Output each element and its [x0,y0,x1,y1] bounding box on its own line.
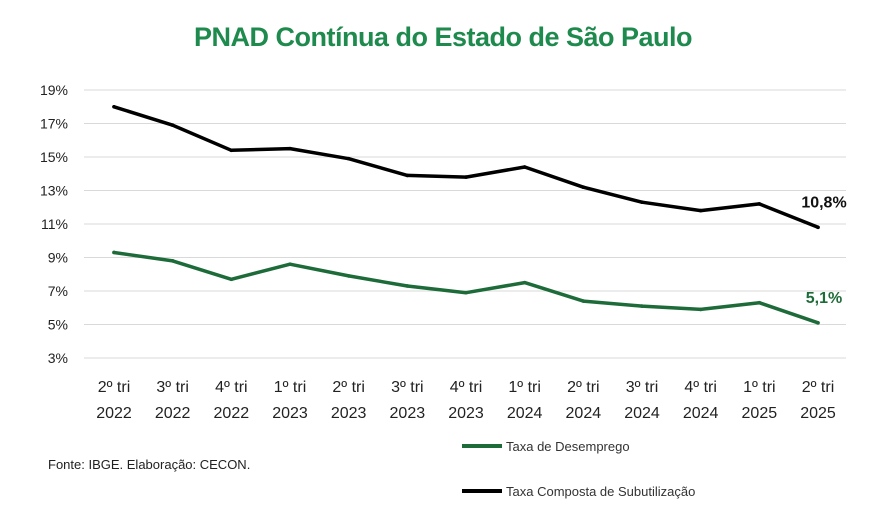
x-tick-label: 2025 [800,405,836,422]
data-point [757,202,762,206]
data-point [640,200,644,205]
chart-title: PNAD Contínua do Estado de São Paulo [193,22,693,52]
data-point [288,262,292,267]
y-tick-label: 13% [40,183,68,199]
y-tick-label: 11% [41,216,68,232]
end-label-1: 10,8% [801,194,846,211]
end-label-0: 5,1% [806,290,842,307]
x-tick-label: 1º tri [743,379,776,396]
x-tick-label: 2023 [448,405,484,422]
x-tick-label: 2023 [331,405,367,422]
data-point [698,307,703,312]
data-point [816,225,820,230]
legend-swatch-desemprego [462,444,502,448]
data-point [405,284,410,288]
legend-item-desemprego: Taxa de Desemprego [462,436,695,456]
y-tick-label: 19% [40,82,68,98]
x-tick-label: 2024 [624,405,660,422]
x-tick-label: 2º tri [332,379,365,396]
data-point [640,304,644,308]
data-point [405,173,410,178]
x-tick-label: 4º tri [684,379,717,396]
x-tick-label: 2024 [566,405,602,422]
series-line-1 [112,105,820,230]
x-tick-label: 3º tri [626,379,659,396]
x-tick-label: 3º tri [156,379,189,396]
data-point [464,175,468,179]
y-tick-label: 9% [48,250,68,266]
data-point [112,104,116,109]
series-line-0 [112,250,820,325]
legend-label-desemprego: Taxa de Desemprego [506,438,630,454]
x-tick-label: 2022 [155,405,191,422]
x-axis-ticks: 2º tri 2022 3º tri 2022 4º tri 2022 1º tri 2023… [96,379,836,422]
x-tick-label: 2º tri [802,379,835,396]
data-point [229,277,234,282]
legend-item-subutilizacao: Taxa Composta de Subutilização [462,481,695,501]
x-tick-label: 2024 [507,405,543,422]
data-point [288,146,292,151]
data-point [581,299,586,303]
x-tick-label: 2023 [390,405,426,422]
y-tick-label: 15% [40,149,68,165]
data-point [757,300,762,305]
y-tick-label: 3% [48,350,68,366]
data-point [112,250,116,255]
data-point [522,165,527,169]
legend-swatch-subutilizacao [462,489,502,493]
legend: Taxa de Desemprego Taxa Composta de Subu… [462,436,695,526]
x-tick-label: 2023 [272,405,308,422]
x-tick-label: 3º tri [391,379,424,396]
data-point [816,321,820,325]
data-point [346,274,351,278]
x-tick-label: 4º tri [450,379,483,396]
x-tick-label: 2024 [683,405,719,422]
data-point [170,123,175,127]
series-lines [112,104,820,325]
y-tick-label: 7% [48,283,68,299]
x-tick-label: 2025 [742,405,778,422]
y-tick-label: 5% [48,317,68,333]
data-point [522,280,527,285]
y-tick-label: 17% [40,116,68,132]
data-point [170,259,175,263]
x-tick-label: 2022 [214,405,250,422]
legend-label-subutilizacao: Taxa Composta de Subutilização [506,483,696,499]
x-tick-label: 4º tri [215,379,248,396]
end-labels: 5,1% 10,8% [801,194,846,306]
data-point [698,208,703,213]
x-tick-label: 1º tri [508,379,541,396]
y-axis-ticks: 3% 5% 7% 9% 11% 13% 15% 17% 19% [40,82,68,366]
gridlines [84,89,846,359]
source-note: Fonte: IBGE. Elaboração: CECON. [48,457,251,472]
x-tick-label: 2022 [96,405,132,422]
data-point [346,156,351,161]
data-point [581,185,586,189]
x-tick-label: 2º tri [98,379,131,396]
data-point [464,290,468,295]
x-tick-label: 2º tri [567,379,600,396]
data-point [229,148,234,153]
x-tick-label: 1º tri [274,379,307,396]
